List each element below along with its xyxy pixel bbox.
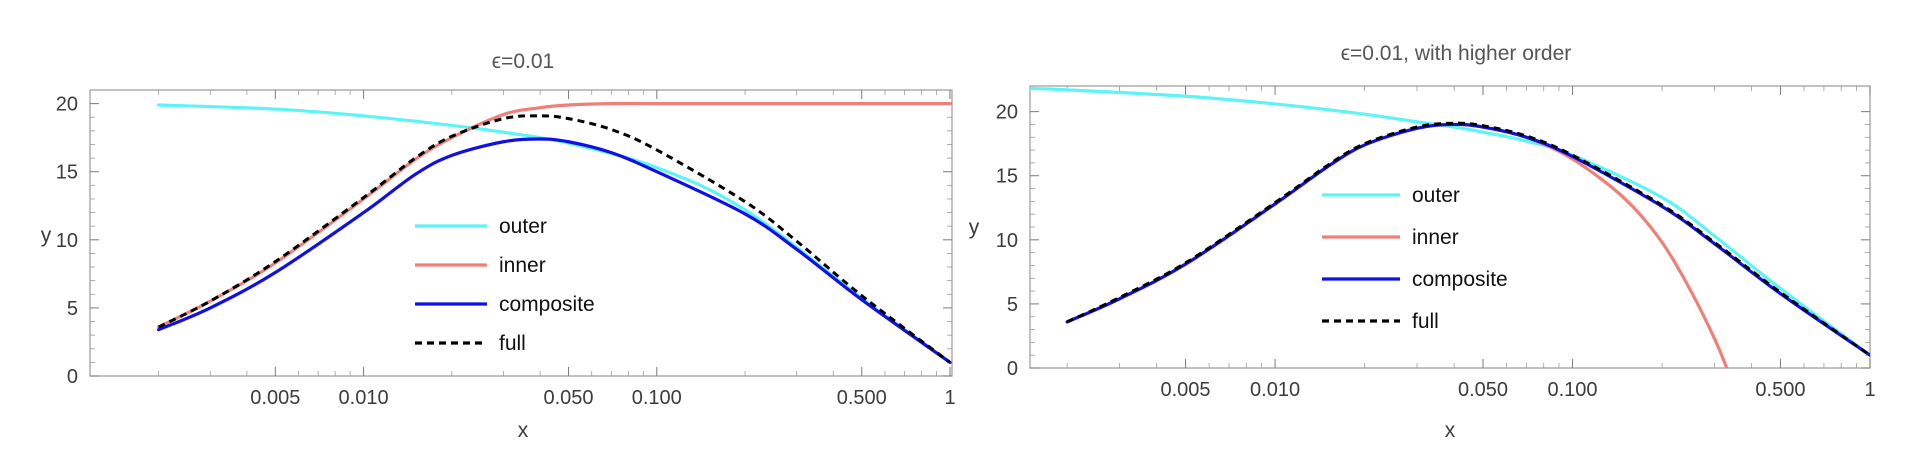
x-tick-label: 0.005 (1161, 379, 1211, 401)
y-tick-label: 20 (56, 94, 78, 116)
legend-label-outer: outer (1412, 184, 1460, 207)
chart-right-ylabel: y (969, 216, 980, 239)
series-line-full (1066, 121, 1870, 357)
x-tick-label: 0.005 (250, 387, 300, 409)
chart-right-xlabel: x (1445, 419, 1456, 442)
chart-left-xlabel: x (518, 419, 529, 442)
legend-label-outer: outer (499, 215, 547, 238)
y-tick-label: 0 (1007, 358, 1018, 380)
series-line-outer (157, 103, 952, 364)
chart-left-ylabel: y (41, 224, 52, 247)
y-tick-label: 5 (67, 298, 78, 320)
legend-label-composite: composite (1412, 268, 1508, 291)
legend-label-inner: inner (499, 254, 546, 277)
y-tick-label: 10 (56, 230, 78, 252)
series-line-composite (1065, 122, 1870, 357)
legend-label-composite: composite (499, 293, 595, 316)
x-tick-label: 0.100 (1548, 379, 1598, 401)
y-tick-label: 15 (996, 166, 1018, 188)
series-line-inner (1065, 122, 1729, 368)
x-tick-label: 1 (1864, 379, 1875, 401)
series-line-full (157, 114, 951, 364)
chart-right-title: ϵ=0.01, with higher order (1341, 42, 1572, 65)
y-tick-label: 10 (996, 230, 1018, 252)
legend-label-full: full (499, 332, 526, 355)
x-tick-label: 0.500 (837, 387, 887, 409)
y-tick-label: 15 (56, 162, 78, 184)
legend-label-inner: inner (1412, 226, 1459, 249)
x-tick-label: 1 (944, 387, 955, 409)
y-tick-label: 20 (996, 102, 1018, 124)
series-line-outer (1030, 86, 1870, 357)
y-tick-label: 5 (1007, 294, 1018, 316)
x-tick-label: 0.050 (1458, 379, 1508, 401)
series-line-composite (157, 137, 952, 364)
chart-left: ϵ=0.01 0 5 10 15 20 0.005 0.010 0.050 0.100 0.50… (41, 50, 956, 442)
chart-left-frame (89, 89, 953, 377)
x-tick-label: 0.010 (1250, 379, 1300, 401)
x-tick-label: 0.010 (339, 387, 389, 409)
legend-label-full: full (1412, 310, 1439, 333)
chart-left-title: ϵ=0.01 (492, 50, 554, 73)
y-tick-label: 0 (67, 366, 78, 388)
x-tick-label: 0.100 (632, 387, 682, 409)
chart-right: ϵ=0.01, with higher order 0 5 10 15 20 0.005… (969, 42, 1876, 442)
x-tick-label: 0.500 (1755, 379, 1805, 401)
x-tick-label: 0.050 (543, 387, 593, 409)
